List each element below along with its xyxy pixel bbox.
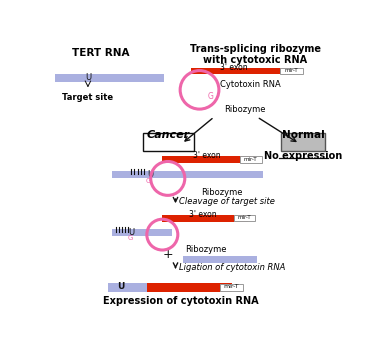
Bar: [112, 172, 263, 178]
FancyBboxPatch shape: [281, 133, 325, 151]
Text: TERT RNA: TERT RNA: [72, 48, 129, 58]
Text: U: U: [118, 283, 125, 291]
Bar: [234, 215, 255, 221]
Text: mir-T: mir-T: [285, 68, 299, 73]
Text: 3' exon: 3' exon: [220, 63, 247, 72]
Text: G: G: [146, 178, 151, 184]
Text: No expression: No expression: [264, 152, 343, 161]
Text: Cleavage of target site: Cleavage of target site: [179, 197, 274, 206]
Text: Ribozyme: Ribozyme: [201, 188, 243, 197]
Text: Ribozyme: Ribozyme: [224, 105, 266, 114]
Text: mir-T: mir-T: [224, 284, 239, 290]
Text: G: G: [207, 92, 213, 100]
Text: U: U: [148, 170, 154, 179]
Text: Normal: Normal: [282, 130, 325, 140]
Bar: [55, 74, 164, 82]
Bar: [162, 214, 248, 221]
Text: mir-T: mir-T: [244, 157, 258, 162]
Text: Cytotoxin RNA: Cytotoxin RNA: [220, 80, 280, 89]
Bar: [147, 283, 232, 292]
Bar: [220, 284, 243, 291]
Text: Target site: Target site: [62, 93, 114, 102]
Bar: [240, 157, 261, 163]
Text: 3' exon: 3' exon: [193, 152, 220, 160]
Text: mir-T: mir-T: [238, 215, 251, 220]
Text: Ligation of cytotoxin RNA: Ligation of cytotoxin RNA: [179, 263, 286, 272]
Bar: [108, 283, 147, 292]
Text: Ribozyme: Ribozyme: [186, 245, 227, 254]
FancyBboxPatch shape: [143, 133, 194, 151]
Text: 3' exon: 3' exon: [189, 210, 216, 219]
Text: U: U: [85, 73, 91, 82]
Bar: [162, 156, 255, 163]
Text: U: U: [128, 228, 134, 237]
Text: Trans-splicing ribozyme
with cytotoxic RNA: Trans-splicing ribozyme with cytotoxic R…: [190, 44, 321, 65]
Text: +: +: [162, 248, 173, 261]
Bar: [183, 256, 257, 263]
Text: Cancer: Cancer: [147, 130, 190, 140]
Bar: [112, 229, 172, 236]
Bar: [280, 68, 303, 74]
Bar: [191, 67, 292, 74]
Text: Expression of cytotoxin RNA: Expression of cytotoxin RNA: [103, 296, 259, 306]
Text: G: G: [128, 236, 133, 241]
